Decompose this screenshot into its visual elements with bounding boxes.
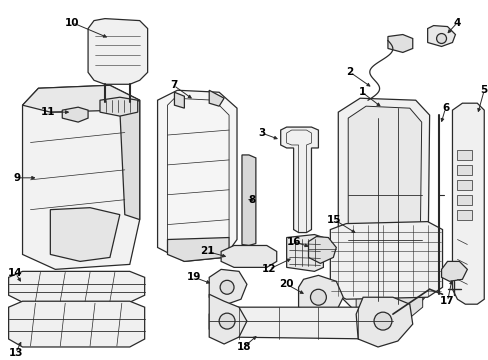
Text: 7: 7	[169, 80, 177, 90]
Polygon shape	[22, 85, 140, 112]
Polygon shape	[280, 127, 318, 233]
Circle shape	[310, 289, 325, 305]
Polygon shape	[387, 35, 412, 53]
Polygon shape	[167, 238, 228, 261]
Text: 2: 2	[346, 67, 353, 77]
Polygon shape	[286, 234, 323, 271]
Text: 8: 8	[248, 195, 255, 205]
Polygon shape	[22, 85, 140, 269]
Polygon shape	[221, 246, 276, 267]
Polygon shape	[330, 222, 442, 299]
Polygon shape	[427, 26, 454, 46]
Text: 5: 5	[480, 85, 487, 95]
Polygon shape	[9, 271, 144, 302]
Circle shape	[219, 313, 235, 329]
Text: 4: 4	[453, 18, 460, 28]
Text: 13: 13	[8, 348, 23, 358]
Polygon shape	[456, 180, 471, 190]
Text: 18: 18	[236, 342, 251, 352]
Polygon shape	[209, 294, 246, 344]
Text: 12: 12	[261, 264, 275, 274]
Polygon shape	[347, 106, 421, 305]
Polygon shape	[338, 98, 429, 314]
Text: 17: 17	[439, 296, 454, 306]
Text: 6: 6	[441, 103, 448, 113]
Polygon shape	[100, 97, 138, 116]
Polygon shape	[456, 165, 471, 175]
Polygon shape	[209, 90, 224, 106]
Text: 10: 10	[65, 18, 79, 28]
Text: 14: 14	[8, 268, 23, 278]
Text: 16: 16	[286, 237, 300, 247]
Polygon shape	[9, 301, 144, 347]
Polygon shape	[88, 19, 147, 84]
Text: 1: 1	[358, 87, 365, 97]
Text: 9: 9	[13, 173, 20, 183]
Polygon shape	[451, 103, 483, 304]
Text: 20: 20	[279, 279, 293, 289]
Circle shape	[436, 33, 446, 44]
Polygon shape	[456, 150, 471, 160]
Text: 21: 21	[200, 247, 214, 256]
Polygon shape	[209, 307, 392, 339]
Text: 15: 15	[326, 215, 341, 225]
Text: 3: 3	[258, 128, 265, 138]
Polygon shape	[441, 261, 467, 281]
Polygon shape	[174, 92, 184, 108]
Text: 19: 19	[187, 272, 201, 282]
Polygon shape	[120, 100, 140, 220]
Polygon shape	[62, 107, 88, 122]
Polygon shape	[50, 208, 120, 261]
Polygon shape	[242, 155, 255, 246]
Polygon shape	[298, 275, 343, 317]
Circle shape	[220, 280, 234, 294]
Polygon shape	[456, 195, 471, 205]
Text: 11: 11	[41, 107, 56, 117]
Polygon shape	[157, 90, 237, 261]
Polygon shape	[456, 210, 471, 220]
Polygon shape	[355, 297, 412, 347]
Polygon shape	[355, 294, 422, 324]
Circle shape	[373, 312, 391, 330]
Polygon shape	[209, 269, 246, 305]
Polygon shape	[308, 237, 336, 264]
